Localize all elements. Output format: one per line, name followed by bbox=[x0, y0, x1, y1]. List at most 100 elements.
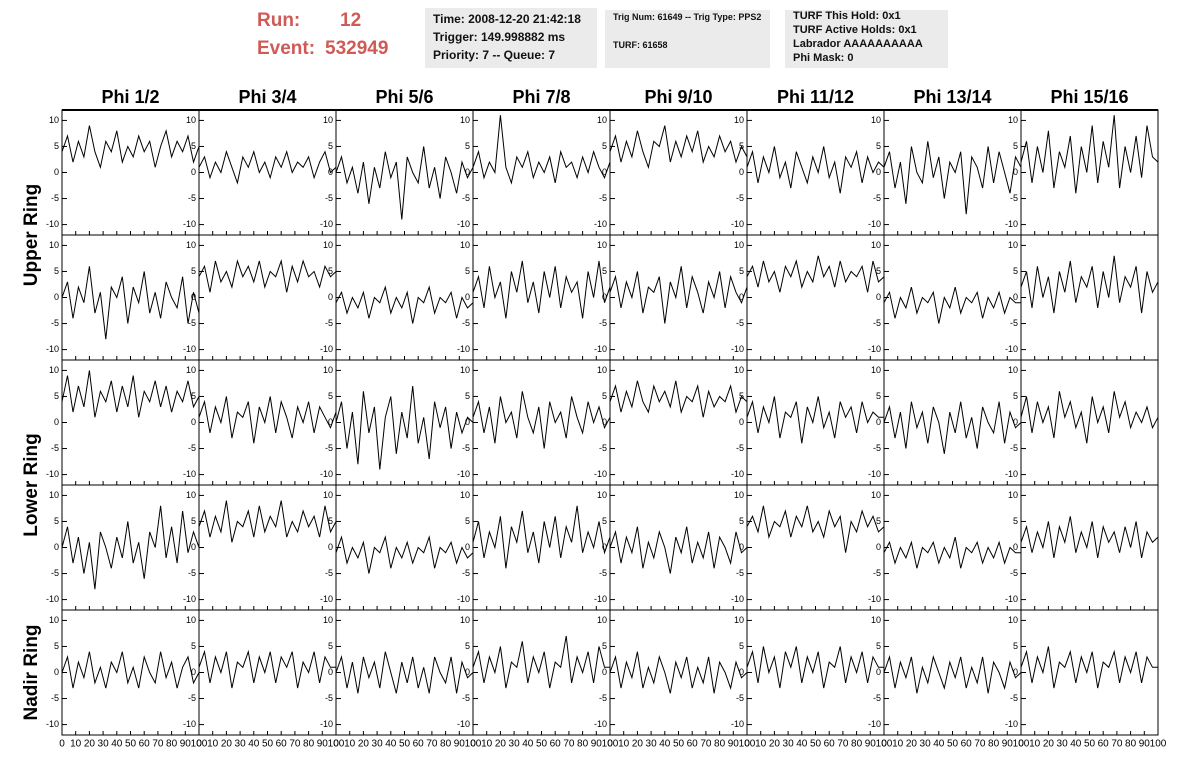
pad-frame bbox=[335, 359, 474, 486]
y-tick-label: -5 bbox=[51, 193, 59, 203]
waveform bbox=[746, 646, 884, 689]
pad-frame bbox=[335, 109, 474, 236]
info-line: TURF This Hold: 0x1 bbox=[793, 10, 901, 22]
pad-frame bbox=[1020, 234, 1159, 361]
y-tick-label: 10 bbox=[597, 240, 607, 250]
x-tick-label: 10 bbox=[481, 739, 493, 750]
y-tick-label: 10 bbox=[871, 490, 881, 500]
y-tick-label: 0 bbox=[876, 292, 881, 302]
y-tick-label: 5 bbox=[328, 266, 333, 276]
pad-frame bbox=[198, 609, 337, 736]
pad-frame bbox=[472, 609, 611, 736]
y-tick-label: 10 bbox=[597, 615, 607, 625]
y-tick-label: -10 bbox=[320, 594, 333, 604]
x-tick-label: 40 bbox=[248, 739, 260, 750]
x-tick-label: 0 bbox=[744, 739, 750, 750]
x-tick-label: 60 bbox=[413, 739, 425, 750]
x-tick-label: 0 bbox=[333, 739, 339, 750]
x-tick-label: 80 bbox=[714, 739, 726, 750]
x-tick-label: 40 bbox=[1070, 739, 1082, 750]
x-tick-label: 40 bbox=[385, 739, 397, 750]
y-tick-label: -5 bbox=[1010, 443, 1018, 453]
y-tick-label: -10 bbox=[868, 594, 881, 604]
pad-frame bbox=[609, 359, 748, 486]
y-tick-label: -5 bbox=[736, 568, 744, 578]
y-tick-label: 5 bbox=[54, 141, 59, 151]
y-tick-label: 10 bbox=[323, 365, 333, 375]
y-tick-label: 5 bbox=[191, 266, 196, 276]
waveform bbox=[1020, 255, 1159, 314]
y-tick-label: -10 bbox=[320, 719, 333, 729]
event-value: 532949 bbox=[325, 38, 389, 59]
y-tick-label: -10 bbox=[868, 719, 881, 729]
x-tick-label: 100 bbox=[465, 739, 482, 750]
x-tick-label: 50 bbox=[947, 739, 959, 750]
y-tick-label: -10 bbox=[46, 219, 59, 229]
y-tick-label: 5 bbox=[1013, 266, 1018, 276]
waveform bbox=[1020, 516, 1159, 559]
x-tick-label: 80 bbox=[440, 739, 452, 750]
y-tick-label: 0 bbox=[876, 167, 881, 177]
x-tick-label: 10 bbox=[1029, 739, 1041, 750]
y-tick-label: 0 bbox=[328, 542, 333, 552]
y-tick-label: 5 bbox=[876, 516, 881, 526]
x-tick-label: 60 bbox=[824, 739, 836, 750]
y-tick-label: 5 bbox=[1013, 391, 1018, 401]
y-tick-label: 10 bbox=[734, 490, 744, 500]
y-tick-label: -5 bbox=[325, 443, 333, 453]
x-tick-label: 100 bbox=[602, 739, 619, 750]
y-tick-label: -5 bbox=[188, 693, 196, 703]
y-tick-label: -5 bbox=[51, 568, 59, 578]
row-label: Lower Ring bbox=[21, 433, 42, 536]
x-tick-label: 30 bbox=[783, 739, 795, 750]
info-line: Priority: 7 -- Queue: 7 bbox=[433, 48, 556, 62]
y-tick-label: -5 bbox=[1010, 193, 1018, 203]
x-tick-label: 90 bbox=[1002, 739, 1014, 750]
y-tick-label: -5 bbox=[873, 693, 881, 703]
y-tick-label: 5 bbox=[602, 641, 607, 651]
y-tick-label: 5 bbox=[54, 391, 59, 401]
y-tick-label: 10 bbox=[323, 615, 333, 625]
x-tick-label: 20 bbox=[358, 739, 370, 750]
y-tick-label: 10 bbox=[49, 115, 59, 125]
waveform bbox=[472, 391, 611, 449]
x-tick-label: 20 bbox=[906, 739, 918, 750]
column-label: Phi 9/10 bbox=[644, 87, 712, 107]
waveform bbox=[335, 535, 474, 574]
x-tick-label: 0 bbox=[470, 739, 476, 750]
y-tick-label: -10 bbox=[46, 469, 59, 479]
y-tick-label: -10 bbox=[457, 594, 470, 604]
column-label: Phi 5/6 bbox=[375, 87, 433, 107]
x-tick-label: 30 bbox=[646, 739, 658, 750]
y-tick-label: 0 bbox=[465, 417, 470, 427]
y-tick-label: -10 bbox=[594, 594, 607, 604]
time-box: Time: 2008-12-20 21:42:18 Trigger: 149.9… bbox=[425, 8, 597, 68]
waveform bbox=[1020, 646, 1158, 689]
y-tick-label: 5 bbox=[191, 641, 196, 651]
y-tick-label: -5 bbox=[188, 193, 196, 203]
waveform bbox=[609, 651, 748, 694]
y-tick-label: -5 bbox=[462, 193, 470, 203]
y-tick-label: 5 bbox=[191, 141, 196, 151]
waveform bbox=[609, 526, 748, 574]
y-tick-label: 0 bbox=[876, 417, 881, 427]
y-tick-label: -10 bbox=[457, 719, 470, 729]
x-tick-label: 30 bbox=[372, 739, 384, 750]
y-tick-label: -10 bbox=[731, 719, 744, 729]
x-tick-label: 70 bbox=[152, 739, 164, 750]
y-tick-label: 10 bbox=[323, 115, 333, 125]
pad-frame bbox=[746, 484, 885, 611]
x-tick-label: 70 bbox=[700, 739, 712, 750]
y-tick-label: -10 bbox=[594, 469, 607, 479]
y-tick-label: 10 bbox=[186, 365, 196, 375]
x-tick-label: 40 bbox=[659, 739, 671, 750]
x-tick-label: 20 bbox=[221, 739, 233, 750]
y-tick-label: -5 bbox=[325, 568, 333, 578]
y-tick-label: -5 bbox=[1010, 693, 1018, 703]
x-tick-label: 0 bbox=[881, 739, 887, 750]
y-tick-label: 5 bbox=[191, 516, 196, 526]
y-tick-label: -10 bbox=[1005, 219, 1018, 229]
pad-frame bbox=[1020, 609, 1159, 736]
x-tick-label: 80 bbox=[851, 739, 863, 750]
y-tick-label: 10 bbox=[871, 240, 881, 250]
